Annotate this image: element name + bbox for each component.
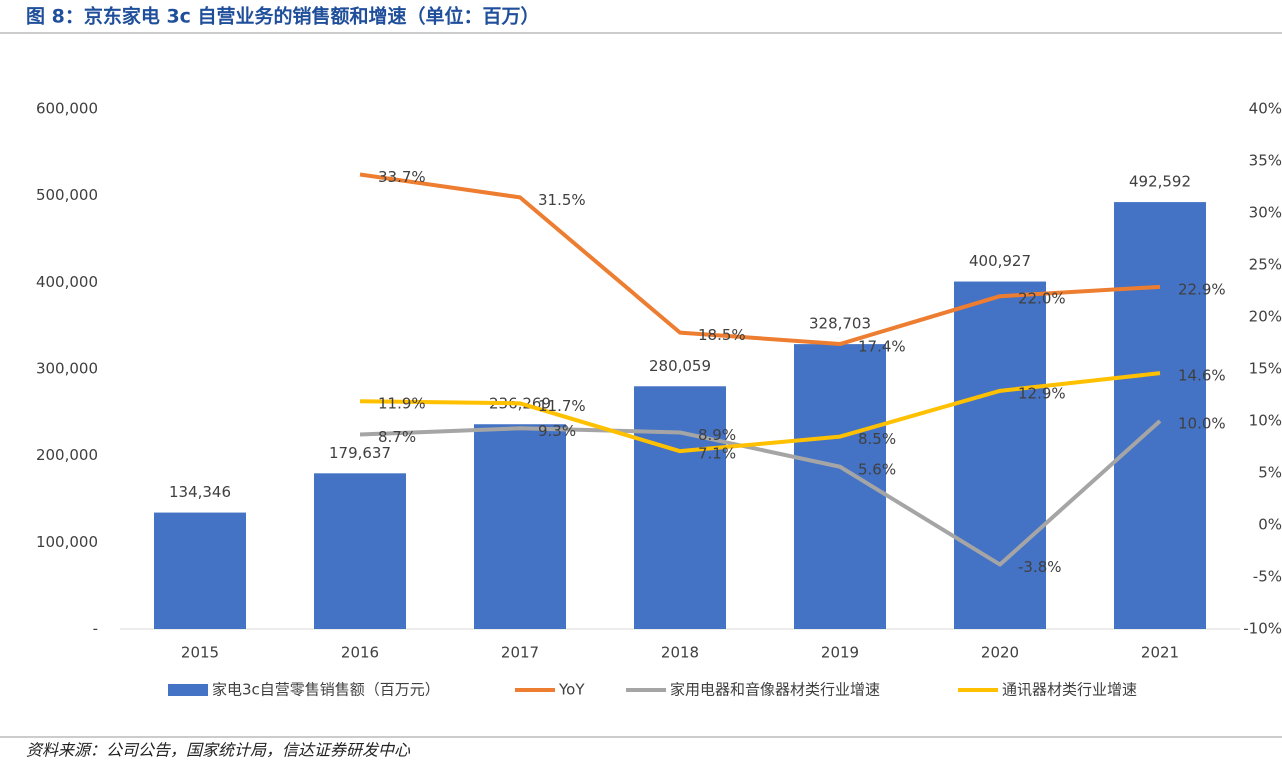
bar [474,424,566,629]
y2-tick-label: 20% [1249,308,1282,326]
y2-tick-label: -5% [1253,568,1282,586]
line-label: 11.9% [378,395,426,413]
y2-tick-label: 10% [1249,412,1282,430]
chart-title: 图 8：京东家电 3c 自营业务的销售额和增速（单位：百万） [26,5,540,28]
bar [154,512,246,629]
line-label: 12.9% [1018,384,1066,402]
y2-tick-label: 0% [1258,516,1282,534]
bar [1114,202,1206,630]
y-tick-label: 200,000 [36,446,98,464]
line-label: 22.9% [1178,280,1226,298]
line-label: 10.0% [1178,415,1226,433]
legend-swatch [168,684,208,696]
y2-tick-label: 25% [1249,256,1282,274]
bar-label: 492,592 [1129,173,1191,191]
y2-tick-label: -10% [1243,620,1282,638]
line-label: 8.9% [698,426,736,444]
line-label: 9.3% [538,422,576,440]
bar-label: 280,059 [649,357,711,375]
source: 资料来源：公司公告，国家统计局，信达证券研发中心 [26,741,411,760]
line [359,371,1161,454]
bar-label: 134,346 [169,483,231,501]
line-label: 11.7% [538,397,586,415]
line-label: 7.1% [698,445,736,463]
x-tick-label: 2021 [1141,644,1179,662]
x-tick-label: 2019 [821,644,859,662]
line-label: 14.6% [1178,367,1226,385]
x-tick-label: 2018 [661,644,699,662]
y-tick-label: - [93,620,98,638]
legend-label: 家用电器和音像器材类行业增速 [670,681,880,699]
line-label: 31.5% [538,191,586,209]
y-tick-label: 400,000 [36,273,98,291]
line-label: 8.5% [858,430,896,448]
legend-label: 通讯器材类行业增速 [1002,681,1137,699]
y2-tick-label: 30% [1249,204,1282,222]
bar [954,281,1046,629]
line-label: 8.7% [378,428,416,446]
line-label: 5.6% [858,460,896,478]
y2-tick-label: 35% [1249,152,1282,170]
y-tick-label: 100,000 [36,533,98,551]
bar-label: 328,703 [809,315,871,333]
y2-tick-label: 15% [1249,360,1282,378]
bar [634,386,726,629]
bar-label: 179,637 [329,444,391,462]
x-tick-label: 2015 [181,644,219,662]
line-label: -3.8% [1018,558,1062,576]
x-tick-label: 2017 [501,644,539,662]
legend-label: YoY [558,681,585,699]
y2-tick-label: 40% [1249,100,1282,118]
line-label: 22.0% [1018,290,1066,308]
y2-tick-label: 5% [1258,464,1282,482]
y-tick-label: 300,000 [36,360,98,378]
line-label: 17.4% [858,338,906,356]
line-label: 18.5% [698,326,746,344]
bar-label: 400,927 [969,252,1031,270]
line-label: 33.7% [378,168,426,186]
line [359,172,1161,347]
legend-label: 家电3c自营零售销售额（百万元） [212,681,440,699]
x-tick-label: 2016 [341,644,379,662]
y-tick-label: 600,000 [36,100,98,118]
y-tick-label: 500,000 [36,186,98,204]
line [359,419,1162,567]
bar [314,473,406,629]
x-tick-label: 2020 [981,644,1019,662]
